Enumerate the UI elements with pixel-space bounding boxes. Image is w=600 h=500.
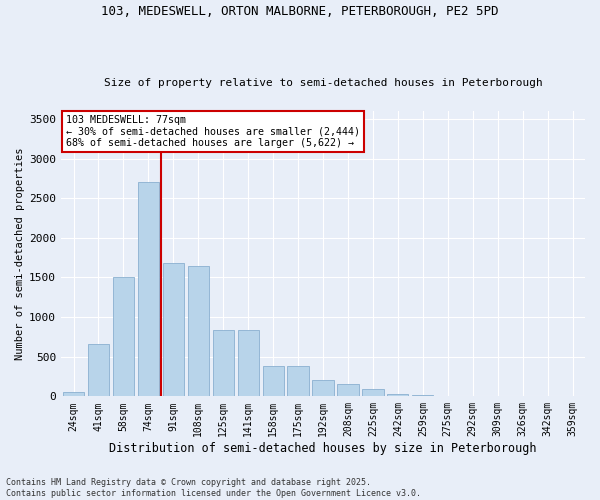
Bar [287,366,308,396]
Bar [88,344,109,397]
Title: Size of property relative to semi-detached houses in Peterborough: Size of property relative to semi-detach… [104,78,542,88]
Text: 103 MEDESWELL: 77sqm
← 30% of semi-detached houses are smaller (2,444)
68% of se: 103 MEDESWELL: 77sqm ← 30% of semi-detac… [66,116,360,148]
Bar [337,384,359,396]
Bar [113,278,134,396]
Bar [188,266,209,396]
Text: 103, MEDESWELL, ORTON MALBORNE, PETERBOROUGH, PE2 5PD: 103, MEDESWELL, ORTON MALBORNE, PETERBOR… [101,5,499,18]
Bar [163,263,184,396]
Bar [313,380,334,396]
Text: Contains HM Land Registry data © Crown copyright and database right 2025.
Contai: Contains HM Land Registry data © Crown c… [6,478,421,498]
Y-axis label: Number of semi-detached properties: Number of semi-detached properties [15,148,25,360]
Bar [362,389,383,396]
Bar [63,392,84,396]
Bar [412,395,433,396]
Bar [263,366,284,396]
X-axis label: Distribution of semi-detached houses by size in Peterborough: Distribution of semi-detached houses by … [109,442,537,455]
Bar [138,182,159,396]
Bar [387,394,409,396]
Bar [238,330,259,396]
Bar [212,330,234,396]
